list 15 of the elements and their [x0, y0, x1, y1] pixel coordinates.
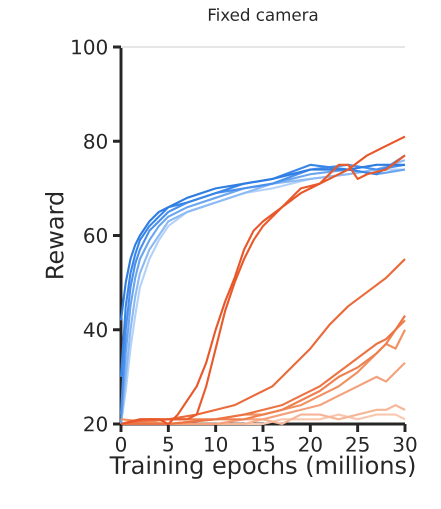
- chart-title: Fixed camera: [208, 8, 318, 21]
- y-axis-title: Reward: [45, 192, 64, 278]
- x-tick-label: 10: [205, 436, 228, 452]
- y-tick-label: 40: [84, 322, 107, 338]
- x-tick-label: 0: [116, 436, 126, 452]
- y-tick-label: 100: [72, 39, 107, 55]
- x-tick-label: 15: [252, 436, 274, 452]
- y-tick-label: 20: [84, 416, 107, 432]
- x-tick-label: 30: [394, 436, 416, 452]
- x-tick-label: 25: [346, 436, 369, 452]
- y-tick-label: 60: [84, 228, 107, 244]
- x-axis-title: Training epochs (millions): [110, 456, 414, 479]
- x-tick-label: 5: [164, 436, 173, 452]
- x-tick-label: 20: [299, 436, 322, 452]
- y-tick-label: 80: [84, 134, 107, 149]
